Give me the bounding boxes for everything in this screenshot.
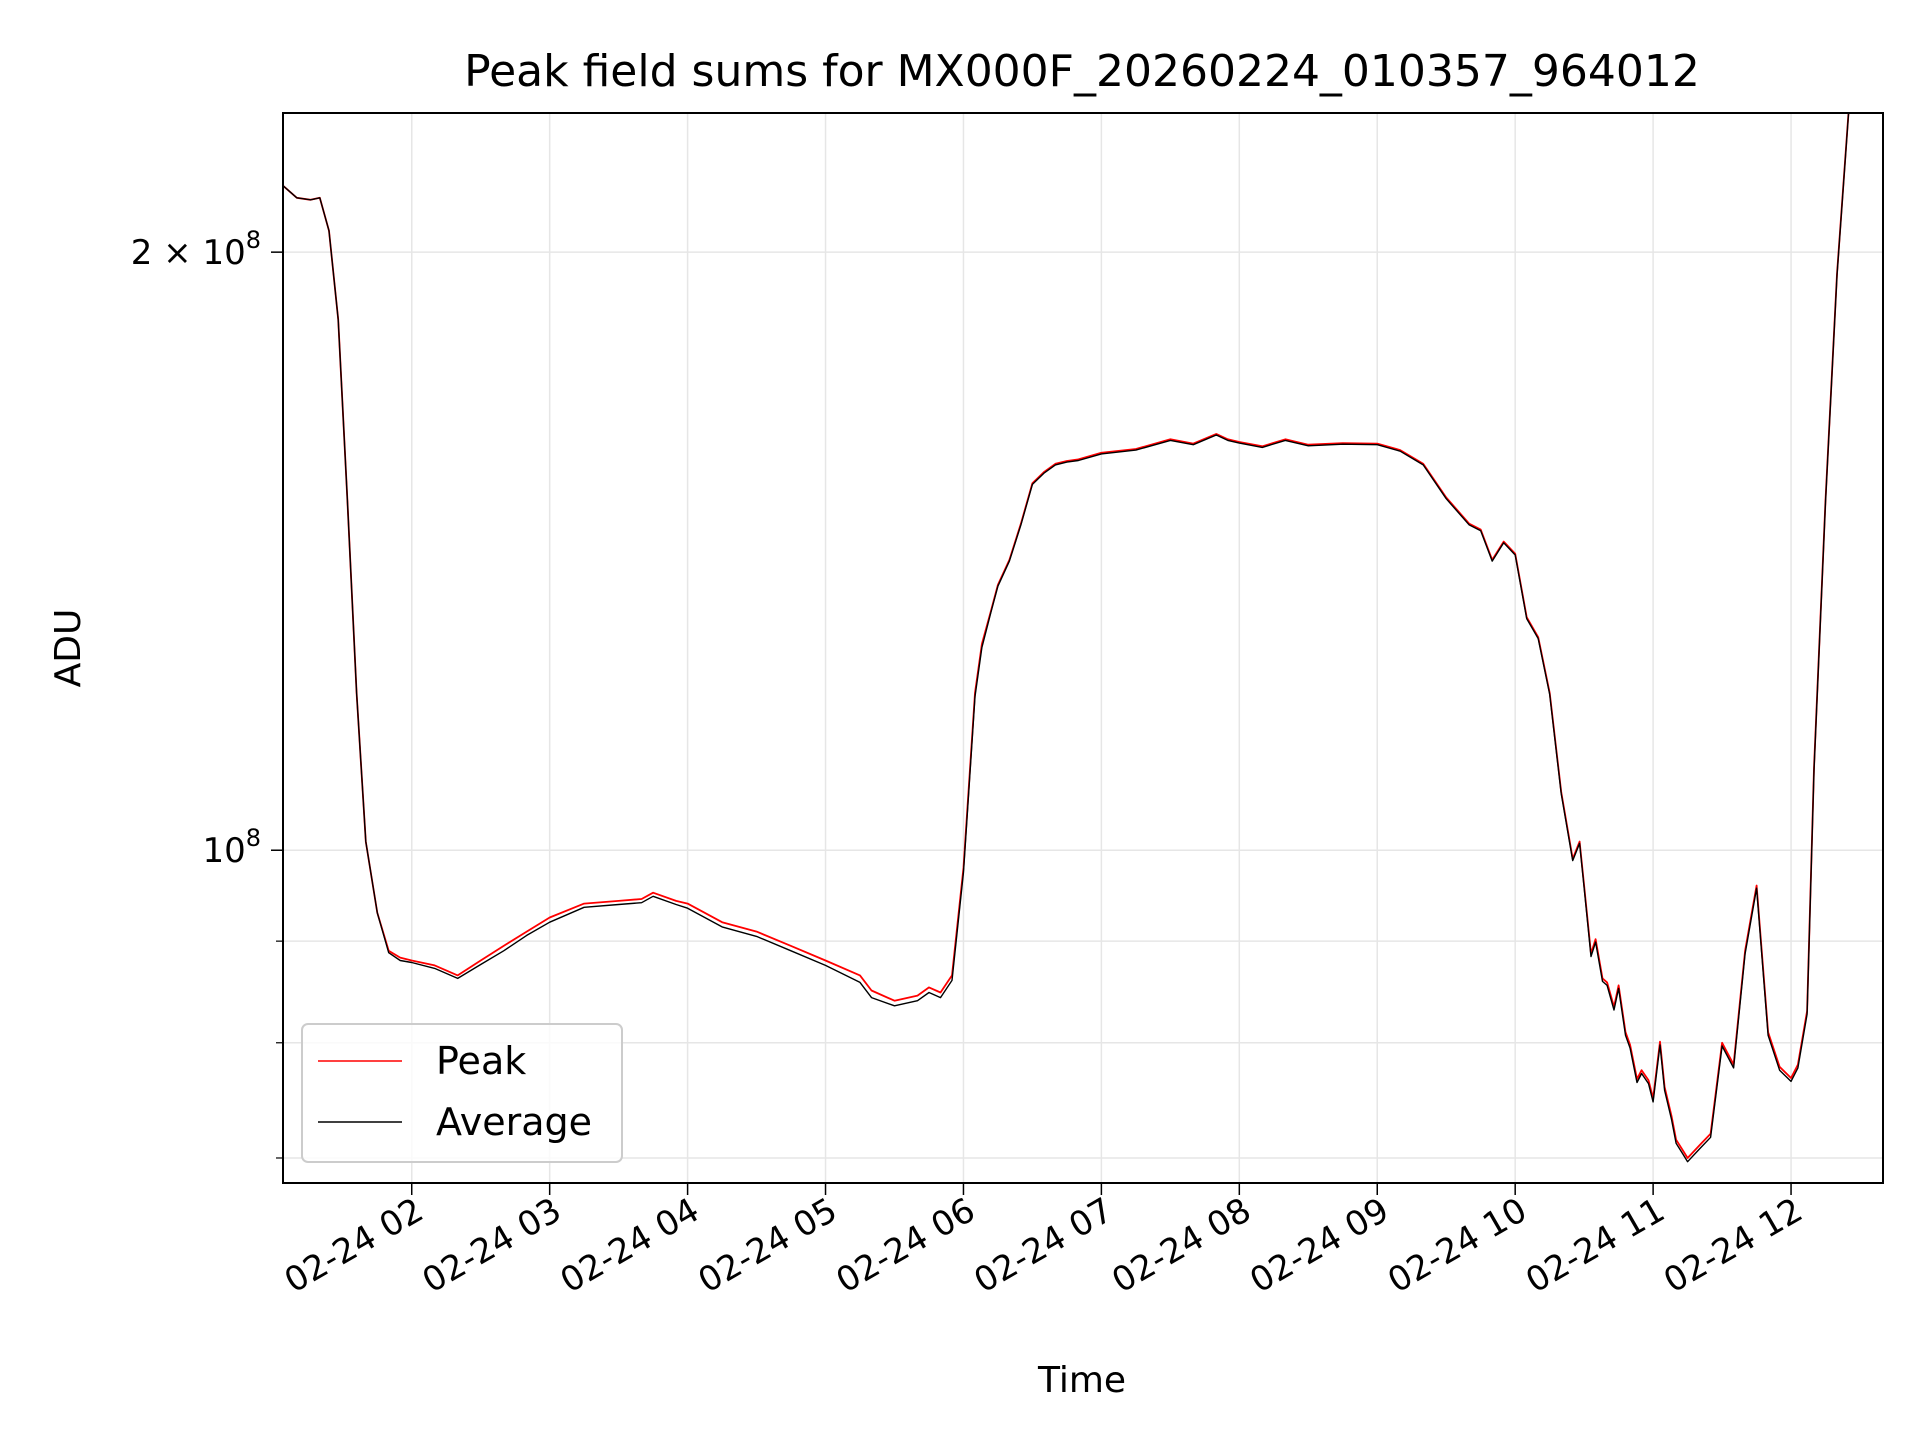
x-tick-label: 02-24 07 [967, 1190, 1119, 1301]
x-tick-label: 02-24 04 [554, 1190, 706, 1301]
x-axis-title: Time [1037, 1360, 1126, 1401]
y-tick-label: 2 × 108 [131, 226, 261, 273]
y-tick-label-exponent: 8 [246, 824, 261, 852]
y-tick-label: 108 [202, 824, 261, 871]
x-tick-label: 02-24 06 [830, 1190, 982, 1301]
x-tick-label: 02-24 10 [1381, 1190, 1533, 1301]
x-tick-label: 02-24 08 [1105, 1190, 1257, 1301]
x-tick-label: 02-24 12 [1657, 1190, 1809, 1301]
x-tick-label: 02-24 09 [1243, 1190, 1395, 1301]
x-tick-label: 02-24 03 [416, 1190, 568, 1301]
y-tick-label-exponent: 8 [246, 226, 261, 254]
legend: Peak Average [301, 1023, 623, 1163]
plot-series [283, 113, 1850, 1163]
x-tick-label: 02-24 11 [1519, 1190, 1671, 1301]
legend-box [301, 1023, 623, 1163]
x-tick-label: 02-24 02 [278, 1190, 430, 1301]
legend-label-peak: Peak [436, 1039, 526, 1083]
y-axis-title: ADU [48, 609, 89, 688]
grid-lines [283, 113, 1883, 1183]
chart-title: Peak field sums for MX000F_20260224_0103… [464, 46, 1700, 97]
y-tick-label-base: 10 [202, 831, 245, 871]
legend-label-average: Average [436, 1100, 592, 1144]
x-tick-label: 02-24 05 [692, 1190, 844, 1301]
y-tick-label-base: 2 × 10 [131, 233, 246, 273]
series-line-average [283, 113, 1850, 1163]
plot-frame [282, 112, 1884, 1184]
